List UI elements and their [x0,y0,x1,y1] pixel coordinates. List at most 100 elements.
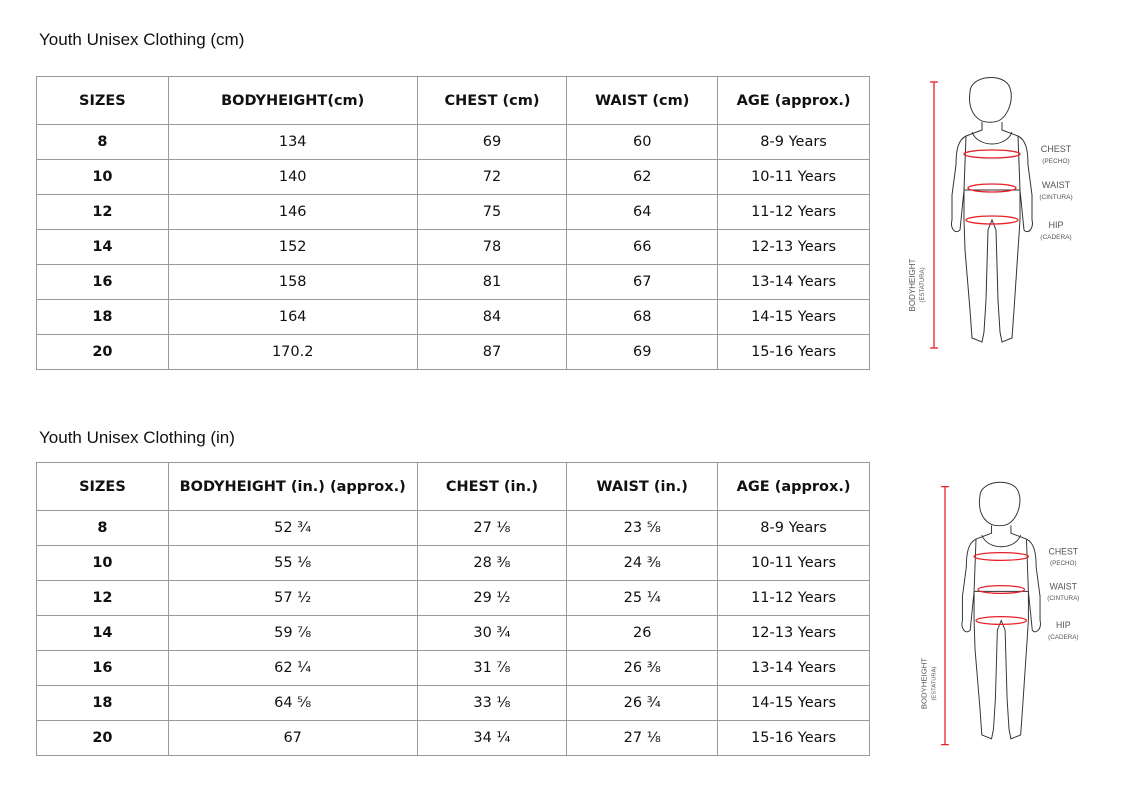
column-header: BODYHEIGHT(cm) [167,76,418,125]
table-cell: 60 [566,124,719,160]
table-row: 10 55 ⅛ 28 ⅜ 24 ⅜ 10-11 Years [36,545,870,581]
bodyheight-label-es: (ESTATURA) [931,667,937,701]
table-cell: 10-11 Years [717,545,870,581]
header-row: SIZES BODYHEIGHT (in.) (approx.) CHEST (in… [36,462,870,511]
table-title-in: Youth Unisex Clothing (in) [39,428,235,447]
table-cell: 25 ¼ [566,580,719,616]
table-row: 12 146 75 64 11-12 Years [36,194,870,230]
table-cell: 78 [416,229,568,265]
column-header: CHEST (in.) [416,462,568,511]
table-row: 14 152 78 66 12-13 Years [36,229,870,265]
chest-line [963,149,1021,159]
table-cell: 24 ⅜ [566,545,719,581]
table-cell: 33 ⅛ [416,685,568,721]
table-cell: 8-9 Years [717,510,870,546]
table-cell: 14-15 Years [717,685,870,721]
body-outline [961,525,1041,740]
column-header: WAIST (cm) [566,76,719,125]
column-header: SIZES [36,462,169,511]
bodyheight-label: BODYHEIGHT [908,258,917,311]
table-cell: 12-13 Years [717,229,870,265]
table-cell: 27 ⅛ [416,510,568,546]
bodyheight-label-es: (ESTATURA) [920,267,926,302]
table-cell: 62 ¼ [167,650,418,686]
size-cell: 16 [36,264,169,300]
size-cell: 18 [36,299,169,335]
measurement-figure-in: CHEST (PECHO) WAIST (CINTURA) HIP (CADER… [912,475,1106,756]
waist-label: WAIST [1042,180,1071,190]
measurement-figure-cm: CHEST (PECHO) WAIST (CINTURA) HIP (CADER… [900,70,1100,360]
body-diagram: CHEST (PECHO) WAIST (CINTURA) HIP (CADER… [920,481,1079,746]
hip-line [965,215,1019,225]
size-cell: 12 [36,580,169,616]
header-row: SIZES BODYHEIGHT(cm) CHEST (cm) WAIST (cm) A… [36,76,870,125]
size-cell: 16 [36,650,169,686]
column-header: SIZES [36,76,169,125]
table-cell: 27 ⅛ [566,720,719,756]
table-row: 8 52 ¾ 27 ⅛ 23 ⅝ 8-9 Years [36,510,870,546]
chest-label: CHEST [1049,547,1079,557]
table-cell: 68 [566,299,719,335]
table-cell: 12-13 Years [717,615,870,651]
table-cell: 10-11 Years [717,159,870,195]
table-cell: 15-16 Years [717,334,870,370]
column-header: CHEST (cm) [416,76,568,125]
chest-line [973,551,1030,561]
table-cell: 140 [167,159,418,195]
table-cell: 15-16 Years [717,720,870,756]
table-cell: 158 [167,264,418,300]
column-header: AGE (approx.) [717,462,870,511]
table-row: 18 64 ⅝ 33 ⅛ 26 ¾ 14-15 Years [36,685,870,721]
size-cell: 8 [36,510,169,546]
table-cell: 69 [566,334,719,370]
table-cell: 87 [416,334,568,370]
table-cell: 55 ⅛ [167,545,418,581]
tank-top [973,534,1029,592]
table-cell: 26 [566,615,719,651]
bodyheight-label: BODYHEIGHT [920,658,929,710]
hip-label: HIP [1056,620,1071,630]
column-header: WAIST (in.) [566,462,719,511]
table-cell: 84 [416,299,568,335]
table-row: 12 57 ½ 29 ½ 25 ¼ 11-12 Years [36,580,870,616]
table-cell: 170.2 [167,334,418,370]
table-cell: 67 [566,264,719,300]
table-cell: 75 [416,194,568,230]
waist-label-es: (CINTURA) [1047,595,1079,602]
table-cell: 66 [566,229,719,265]
size-cell: 14 [36,615,169,651]
body-outline [951,122,1033,343]
table-cell: 23 ⅝ [566,510,719,546]
head [978,481,1021,527]
size-table-in: SIZES BODYHEIGHT (in.) (approx.) CHEST (in… [36,462,870,756]
table-row: 14 59 ⅞ 30 ¾ 26 12-13 Years [36,615,870,651]
table-cell: 67 [167,720,418,756]
size-cell: 20 [36,334,169,370]
table-cell: 57 ½ [167,580,418,616]
chest-label-es: (PECHO) [1050,560,1077,567]
size-cell: 14 [36,229,169,265]
chest-label: CHEST [1041,144,1072,154]
table-cell: 34 ¼ [416,720,568,756]
table-cell: 146 [167,194,418,230]
table-row: 16 62 ¼ 31 ⅞ 26 ⅜ 13-14 Years [36,650,870,686]
table-row: 16 158 81 67 13-14 Years [36,264,870,300]
waist-line [967,183,1017,193]
chest-label-es: (PECHO) [1042,158,1069,165]
table-row: 8 134 69 60 8-9 Years [36,124,870,160]
head [969,76,1012,123]
table-cell: 14-15 Years [717,299,870,335]
hip-label-es: (CADERA) [1040,234,1071,241]
table-cell: 134 [167,124,418,160]
size-table-cm: SIZES BODYHEIGHT(cm) CHEST (cm) WAIST (cm) A… [36,76,870,370]
table-cell: 59 ⅞ [167,615,418,651]
table-row: 20 170.2 87 69 15-16 Years [36,334,870,370]
table-cell: 30 ¾ [416,615,568,651]
size-cell: 18 [36,685,169,721]
size-cell: 10 [36,159,169,195]
table-cell: 69 [416,124,568,160]
hip-label-es: (CADERA) [1048,634,1078,641]
table-row: 10 140 72 62 10-11 Years [36,159,870,195]
table-cell: 11-12 Years [717,194,870,230]
hip-label: HIP [1048,220,1063,230]
